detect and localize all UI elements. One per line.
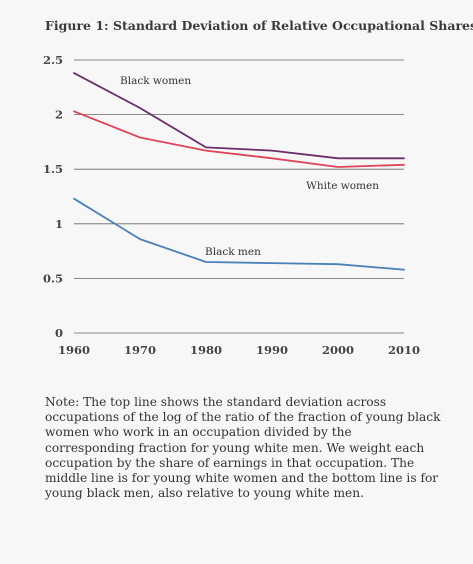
y-axis-ticks: 0 0.5 1 1.5 2 2.5 xyxy=(43,53,63,340)
series-label: White women xyxy=(306,180,379,192)
series-labels: Black women White women Black men xyxy=(120,75,379,258)
x-tick-label: 1970 xyxy=(124,343,156,357)
y-tick-label: 2 xyxy=(55,108,63,122)
series-line-black-women xyxy=(73,72,405,160)
y-tick-label: 1.5 xyxy=(43,162,63,176)
series-lines xyxy=(73,72,405,271)
x-tick-label: 2000 xyxy=(322,343,354,357)
y-tick-label: 0 xyxy=(55,326,63,340)
chart-title: Figure 1: Standard Deviation of Relative… xyxy=(45,18,473,33)
series-line-black-men xyxy=(73,197,405,271)
x-axis-ticks: 1960 1970 1980 1990 2000 2010 xyxy=(58,343,420,357)
y-tick-label: 1 xyxy=(55,217,63,231)
gridlines xyxy=(74,59,404,334)
y-tick-label: 0.5 xyxy=(43,271,63,285)
series-line-white-women xyxy=(73,110,405,168)
series-label: Black men xyxy=(205,246,261,258)
y-tick-label: 2.5 xyxy=(43,53,63,67)
series-label: Black women xyxy=(120,75,191,87)
x-tick-label: 1960 xyxy=(58,343,90,357)
line-chart: 0 0.5 1 1.5 2 2.5 1960 1970 1980 1990 2000 2010 Bl… xyxy=(43,53,420,357)
x-tick-label: 1990 xyxy=(256,343,288,357)
figure-note: Note: The top line shows the standard de… xyxy=(45,395,441,501)
x-tick-label: 2010 xyxy=(388,343,420,357)
x-tick-label: 1980 xyxy=(190,343,222,357)
